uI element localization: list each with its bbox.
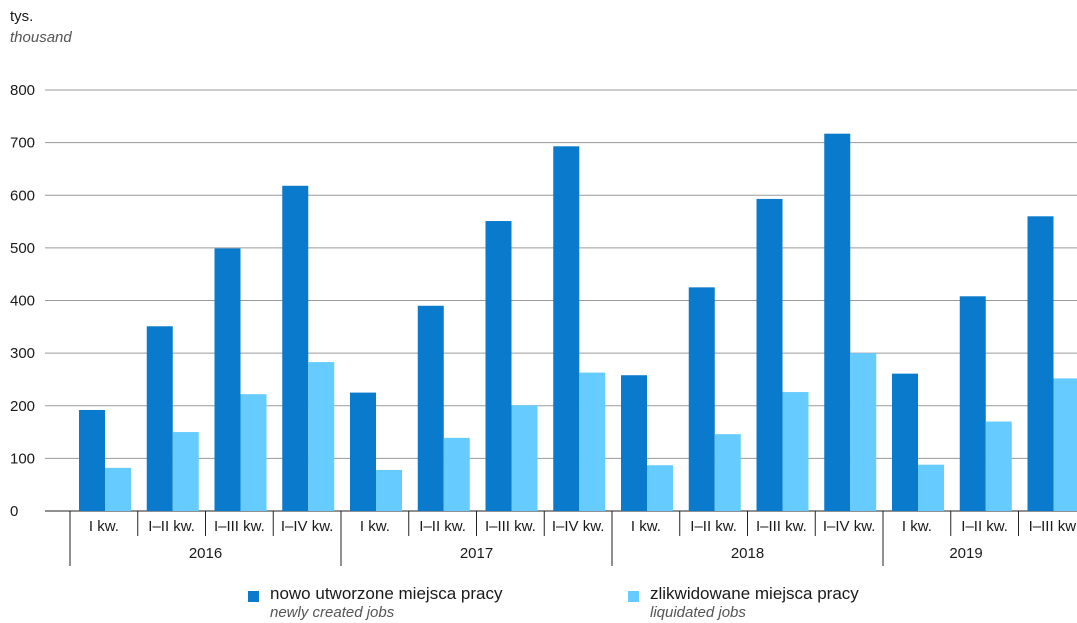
bar [892, 373, 918, 511]
x-tick-label: I–III kw. [756, 518, 807, 535]
bar [621, 375, 647, 511]
legend-swatch-created [248, 591, 259, 602]
x-tick-label: I–II kw. [419, 518, 466, 535]
bar [443, 437, 470, 511]
y-unit-label-english: thousand [10, 29, 72, 46]
bar [214, 248, 241, 511]
y-tick-label: 800 [10, 82, 35, 99]
y-tick-label: 400 [10, 293, 35, 310]
bar-chart: 0 100 200 300 400 500 600 700 800 I kw. I–II kw. I–… [10, 82, 1077, 566]
x-tick-label: I kw. [89, 518, 119, 535]
bar [240, 394, 267, 511]
bar [350, 392, 376, 511]
y-unit-label: tys. [10, 8, 34, 25]
bar [105, 467, 131, 511]
bar [417, 305, 444, 511]
x-tick-label: I–IV kw. [823, 518, 876, 535]
x-tick-label: I–III kw [1029, 518, 1077, 535]
x-tick-label: I kw. [360, 518, 390, 535]
x-tick-label: I–II kw. [961, 518, 1008, 535]
x-tick-label: I kw. [631, 518, 661, 535]
bar [756, 198, 783, 511]
x-tick-label: I–III kw. [214, 518, 265, 535]
bar [959, 296, 986, 511]
bar [1053, 378, 1077, 511]
x-tick-label: I–IV kw. [281, 518, 334, 535]
legend-label-created-english: newly created jobs [270, 604, 395, 621]
bar [647, 465, 673, 511]
bar [376, 469, 402, 511]
bar [308, 362, 335, 511]
year-label: 2017 [460, 545, 493, 562]
bar [1027, 216, 1054, 512]
bar [146, 326, 173, 511]
legend-label-liquidated-english: liquidated jobs [650, 604, 746, 621]
year-label: 2018 [731, 545, 764, 562]
bar [485, 221, 512, 511]
bar [511, 405, 538, 511]
bar [782, 392, 809, 511]
y-tick-label: 100 [10, 450, 35, 467]
bar [985, 421, 1012, 511]
bar [79, 409, 105, 511]
y-tick-label: 700 [10, 135, 35, 152]
year-label: 2019 [949, 545, 982, 562]
year-label: 2016 [189, 545, 222, 562]
bar [282, 185, 309, 511]
legend-swatch-liquidated [628, 591, 639, 602]
y-tick-label: 200 [10, 398, 35, 415]
x-tick-label: I–II kw. [690, 518, 737, 535]
x-tick-label: I kw. [902, 518, 932, 535]
x-tick-label: I–II kw. [148, 518, 195, 535]
y-tick-label: 300 [10, 345, 35, 362]
bar [850, 353, 877, 511]
bar [688, 287, 715, 511]
x-tick-label: I–IV kw. [552, 518, 605, 535]
y-tick-label: 0 [10, 503, 18, 520]
x-tick-label: I–III kw. [485, 518, 536, 535]
bar [918, 464, 944, 511]
bar [172, 432, 199, 511]
legend-label-created: nowo utworzone miejsca pracy [270, 584, 503, 603]
y-tick-label: 500 [10, 240, 35, 257]
bar [824, 133, 851, 511]
y-tick-label: 600 [10, 187, 35, 204]
bar [579, 372, 606, 511]
legend-label-liquidated: zlikwidowane miejsca pracy [650, 584, 859, 603]
bar [553, 146, 580, 511]
bar [714, 434, 741, 511]
